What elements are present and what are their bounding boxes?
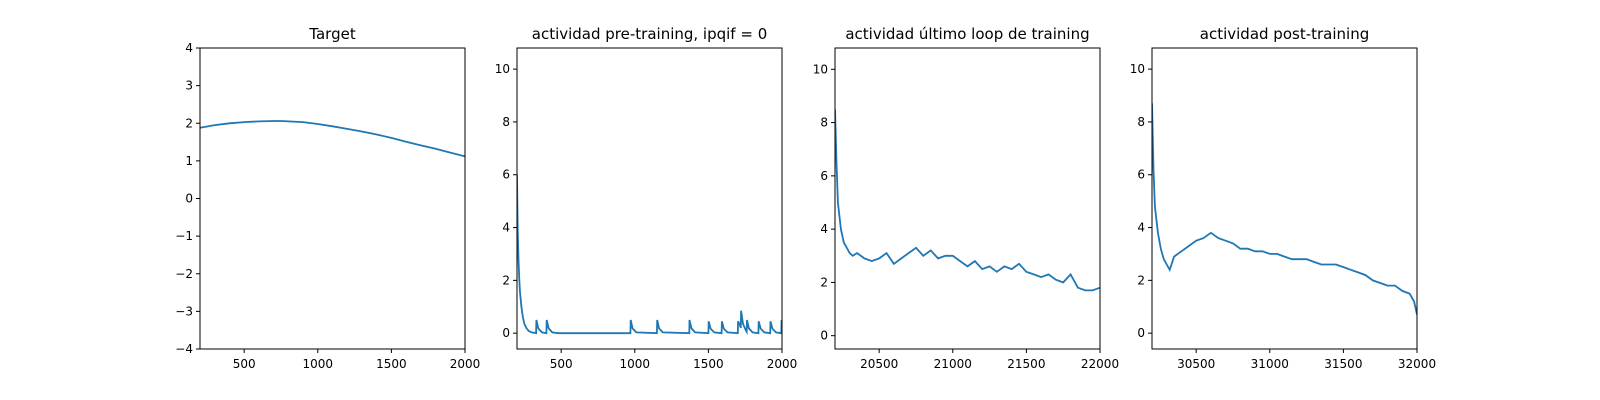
y-tick-label: 0: [502, 326, 510, 340]
y-tick-label: 8: [1137, 115, 1145, 129]
chart-title: actividad pre-training, ipqif = 0: [532, 25, 768, 43]
y-tick-label: 0: [820, 329, 828, 343]
y-tick-label: 0: [185, 192, 193, 206]
axes-frame: [516, 47, 783, 350]
series-line-1: [200, 120, 465, 158]
chart-panel-4: actividad post-training 30500 31000 31500 32…: [1130, 25, 1436, 371]
y-tick-label: 4: [1137, 221, 1145, 235]
y-tick-label: 2: [185, 116, 193, 130]
x-tick-label: 31500: [1324, 357, 1362, 371]
y-tick-label: 6: [1137, 168, 1145, 182]
x-tick-label: 22000: [1081, 357, 1119, 371]
y-tick-label: 4: [820, 222, 828, 236]
y-tick-label: 4: [185, 41, 193, 55]
y-tick-label: 8: [502, 115, 510, 129]
y-tick-label: 10: [1130, 62, 1145, 76]
x-tick-label: 30500: [1177, 357, 1215, 371]
x-tick-label: 1000: [620, 357, 651, 371]
x-tick-label: 500: [550, 357, 573, 371]
y-tick-label: 6: [502, 168, 510, 182]
x-tick-label: 32000: [1398, 357, 1436, 371]
y-tick-label: 3: [185, 79, 193, 93]
y-tick-label: −4: [175, 342, 193, 356]
y-tick-label: 0: [1137, 326, 1145, 340]
y-tick-label: 4: [502, 221, 510, 235]
y-tick-label: 10: [495, 62, 510, 76]
y-tick-label: 2: [1137, 273, 1145, 287]
series-line-1: [1152, 103, 1417, 315]
y-tick-label: 10: [813, 62, 828, 76]
chart-title: actividad último loop de training: [845, 25, 1089, 43]
y-tick-label: −3: [175, 304, 193, 318]
y-tick-label: −1: [175, 229, 193, 243]
chart-panel-1: Target 500 1000 1500 2000 −4 −3 −2 −1 0 1 2 3 4: [175, 25, 480, 371]
x-tick-label: 21000: [934, 357, 972, 371]
y-tick-label: 2: [820, 275, 828, 289]
series-line-1: [517, 174, 782, 335]
axes-frame: [834, 47, 1101, 350]
y-tick-label: −2: [175, 267, 193, 281]
chart-panel-2: actividad pre-training, ipqif = 0 500 1000…: [495, 25, 798, 371]
x-tick-label: 2000: [767, 357, 798, 371]
x-tick-label: 1000: [303, 357, 334, 371]
x-tick-label: 31000: [1251, 357, 1289, 371]
x-tick-label: 1500: [376, 357, 407, 371]
x-tick-label: 21500: [1007, 357, 1045, 371]
chart-title: actividad post-training: [1200, 25, 1369, 43]
chart-title: Target: [308, 25, 356, 43]
series-line-1: [835, 109, 1100, 292]
axes-frame: [1151, 47, 1418, 350]
x-tick-label: 1500: [693, 357, 724, 371]
y-tick-label: 1: [185, 154, 193, 168]
y-tick-label: 8: [820, 116, 828, 130]
x-tick-label: 500: [233, 357, 256, 371]
x-tick-label: 2000: [450, 357, 481, 371]
y-tick-label: 2: [502, 273, 510, 287]
y-tick-label: 6: [820, 169, 828, 183]
x-tick-label: 20500: [860, 357, 898, 371]
